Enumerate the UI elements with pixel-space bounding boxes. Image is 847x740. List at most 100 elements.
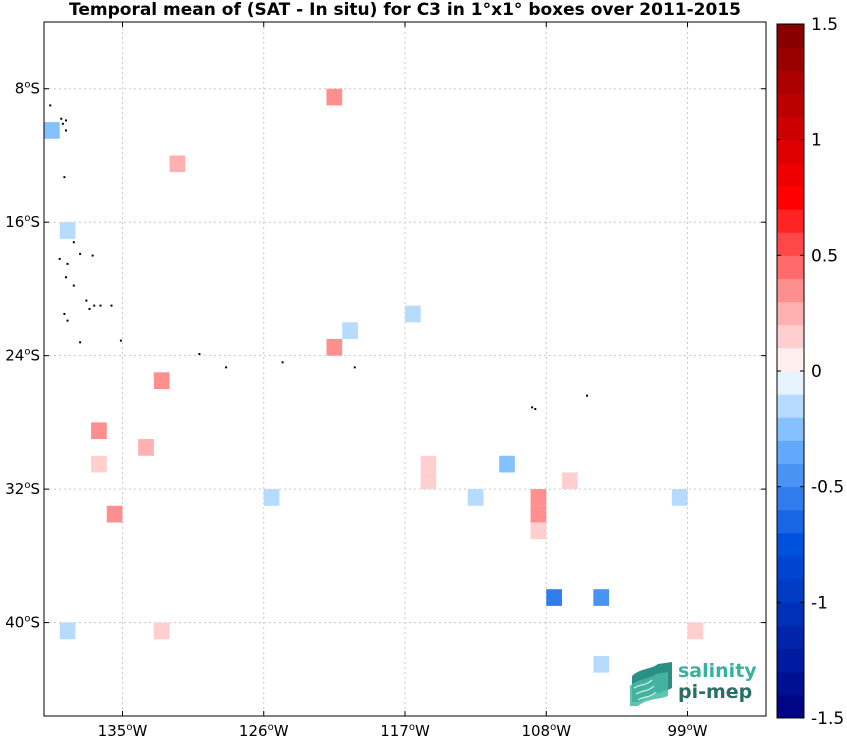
colorbar-segment <box>777 301 804 326</box>
data-cell <box>342 322 358 339</box>
colorbar-segment <box>777 371 804 395</box>
colorbar-segment <box>777 486 804 511</box>
data-cell <box>561 472 578 490</box>
island-mark <box>85 299 88 302</box>
colorbar-segment <box>777 162 804 187</box>
island-mark <box>66 262 69 265</box>
data-cell <box>138 439 154 456</box>
wave-logo-icon <box>630 662 672 706</box>
island-mark <box>60 117 63 120</box>
island-mark <box>66 319 69 322</box>
colorbar: 1.5 1 0.5 0 -0.5 -1 -1.5 <box>776 15 844 729</box>
island-mark <box>281 361 284 364</box>
colorbar-segment <box>777 394 804 418</box>
island-mark <box>72 284 75 287</box>
colorbar-tick-label: 1 <box>811 131 822 151</box>
axis-ticks: 135oW 126oW 117oW 108oW 99oW 8oS 16oS 24oS 32oS 4… <box>5 22 766 740</box>
data-cell <box>546 589 562 606</box>
logo-text-salinity: salinity <box>678 660 757 682</box>
colorbar-segment <box>777 232 804 256</box>
data-cell <box>169 155 186 173</box>
land-masses <box>49 104 589 411</box>
colorbar-tick-label: -0.5 <box>811 478 844 498</box>
data-cell <box>59 222 76 239</box>
colorbar-segment <box>777 347 804 372</box>
x-tick-label: 108oW <box>521 722 571 740</box>
island-mark <box>531 406 534 409</box>
y-tick-label: 16oS <box>5 213 40 231</box>
x-tick-label: 99oW <box>667 722 707 740</box>
island-mark <box>64 129 67 132</box>
colorbar-tick-label: -1 <box>811 593 828 613</box>
island-mark <box>63 176 66 179</box>
y-tick-label: 32oS <box>5 480 40 498</box>
x-tick-label: 117oW <box>380 722 430 740</box>
data-cell <box>530 489 547 506</box>
y-tick-label: 40oS <box>5 614 40 632</box>
data-cell <box>467 489 484 506</box>
island-mark <box>61 122 64 125</box>
colorbar-segment <box>777 463 804 488</box>
x-tick-label: 126oW <box>239 722 289 740</box>
colorbar-segment <box>777 324 804 349</box>
data-cell <box>91 455 107 473</box>
data-cell <box>593 655 610 673</box>
colorbar-segment <box>777 278 804 303</box>
colorbar-segment <box>777 209 804 233</box>
island-mark <box>586 394 589 397</box>
colorbar-segment <box>777 116 804 141</box>
data-cell <box>671 489 688 506</box>
island-mark <box>91 254 94 257</box>
colorbar-segment <box>777 440 804 465</box>
data-cell <box>420 455 437 473</box>
colorbar-segment <box>777 579 804 603</box>
data-cell <box>687 622 704 640</box>
island-mark <box>93 304 96 307</box>
grid-lines <box>44 22 766 716</box>
colorbar-segment <box>777 417 804 441</box>
data-cell <box>263 489 280 506</box>
colorbar-tick-label: 0.5 <box>811 246 838 266</box>
island-mark <box>534 408 537 411</box>
data-cell <box>326 338 343 356</box>
colorbar-segment <box>777 93 804 118</box>
data-cell <box>405 305 421 323</box>
colorbar-segment <box>777 70 804 94</box>
data-cell <box>499 455 515 473</box>
data-cell <box>530 522 547 540</box>
colorbar-segment <box>777 532 804 557</box>
island-mark <box>64 276 67 279</box>
data-cells <box>44 88 704 673</box>
data-cell <box>59 622 76 640</box>
island-mark <box>225 366 228 369</box>
island-mark <box>64 119 67 122</box>
island-mark <box>88 307 91 310</box>
y-tick-label: 8oS <box>15 80 40 98</box>
colorbar-segment <box>777 509 804 534</box>
data-cell <box>153 622 170 640</box>
data-cell <box>593 589 610 606</box>
colorbar-segment <box>777 648 804 673</box>
salinity-pi-mep-logo: salinity pi-mep <box>628 658 760 708</box>
colorbar-segment <box>777 671 804 696</box>
island-mark <box>198 352 201 355</box>
island-mark <box>72 241 75 244</box>
island-mark <box>110 304 113 307</box>
data-cell <box>420 472 437 490</box>
colorbar-segment <box>777 694 804 719</box>
colorbar-segment <box>777 556 804 580</box>
colorbar-segment <box>777 625 804 650</box>
data-cell <box>44 122 60 139</box>
colorbar-segment <box>777 602 804 626</box>
island-mark <box>79 341 82 344</box>
island-mark <box>63 312 66 315</box>
x-tick-label: 135oW <box>98 722 148 740</box>
colorbar-tick-label: -1.5 <box>811 709 844 729</box>
island-mark <box>353 366 356 369</box>
data-cell <box>530 505 547 523</box>
colorbar-segment <box>777 47 804 71</box>
data-cell <box>326 88 343 106</box>
colorbar-segment <box>777 185 804 210</box>
island-mark <box>79 252 82 255</box>
